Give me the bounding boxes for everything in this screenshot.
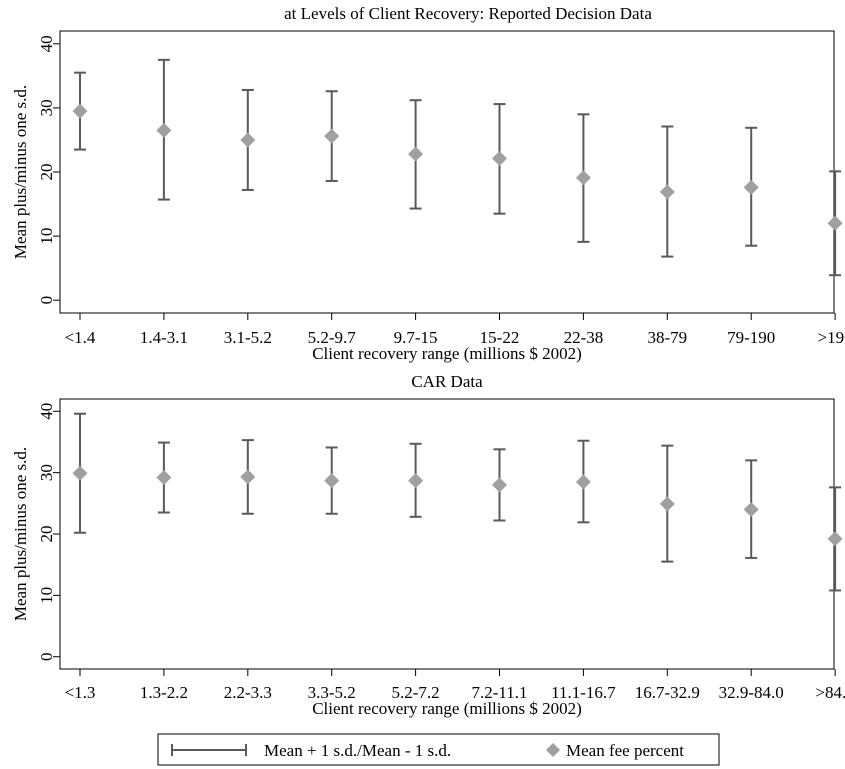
x-tick-label: 9.7-15 xyxy=(394,328,438,347)
mean-marker xyxy=(156,470,172,486)
chart-title: at Levels of Client Recovery: Reported D… xyxy=(284,4,652,23)
x-tick-label: 16.7-32.9 xyxy=(635,683,700,702)
mean-marker xyxy=(659,184,675,200)
y-axis-ticks: 0 10 20 30 40 xyxy=(37,403,60,661)
mean-marker xyxy=(156,122,172,138)
legend-label-mean: Mean fee percent xyxy=(566,741,684,760)
mean-marker xyxy=(492,151,507,167)
x-tick-label: 1.4-3.1 xyxy=(140,328,188,347)
y-tick-label: 40 xyxy=(37,35,56,52)
mean-marker xyxy=(324,473,340,489)
y-axis-label: Mean plus/minus one s.d. xyxy=(11,85,30,259)
mean-marker xyxy=(743,501,759,517)
panel-car-data: CAR Data Mean plus/minus one s.d. Client… xyxy=(11,372,845,718)
y-tick-label: 10 xyxy=(37,228,56,245)
x-tick-label: 32.9-84.0 xyxy=(719,683,784,702)
mean-markers xyxy=(72,465,843,547)
y-tick-label: 0 xyxy=(37,296,56,305)
x-tick-label: 1.3-2.2 xyxy=(140,683,188,702)
y-tick-label: 20 xyxy=(37,526,56,543)
x-tick-label: 38-79 xyxy=(647,328,687,347)
x-tick-label: <1.4 xyxy=(65,328,96,347)
legend: Mean + 1 s.d./Mean - 1 s.d. Mean fee per… xyxy=(157,733,720,766)
legend-box xyxy=(157,733,720,766)
mean-marker xyxy=(492,477,507,493)
mean-marker xyxy=(659,496,675,512)
mean-marker xyxy=(72,103,88,119)
y-tick-label: 20 xyxy=(37,164,56,181)
mean-marker xyxy=(575,170,591,186)
y-tick-label: 30 xyxy=(37,464,56,481)
x-axis-label: Client recovery range (millions $ 2002) xyxy=(312,344,582,363)
panel-reported-decision: at Levels of Client Recovery: Reported D… xyxy=(11,4,845,363)
legend-diamond-symbol xyxy=(546,743,560,757)
x-axis-ticks: <1.3 1.3-2.2 2.2-3.3 3.3-5.2 5.2-7.2 7.2-11.1… xyxy=(65,669,845,702)
y-tick-label: 40 xyxy=(37,403,56,420)
x-axis-label: Client recovery range (millions $ 2002) xyxy=(312,699,582,718)
mean-marker xyxy=(408,473,424,489)
x-tick-label: 79-190 xyxy=(727,328,775,347)
x-tick-label: >84.0 xyxy=(815,683,845,702)
x-tick-label: 3.3-5.2 xyxy=(308,683,356,702)
x-tick-label: 2.2-3.3 xyxy=(224,683,272,702)
y-axis-label: Mean plus/minus one s.d. xyxy=(11,447,30,621)
mean-marker xyxy=(827,215,843,231)
x-tick-label: 22-38 xyxy=(564,328,604,347)
mean-marker xyxy=(240,469,256,485)
x-axis-ticks: <1.4 1.4-3.1 3.1-5.2 5.2-9.7 9.7-15 15-22 22-3… xyxy=(65,313,845,347)
legend-label-range: Mean + 1 s.d./Mean - 1 s.d. xyxy=(264,741,451,760)
x-tick-label: 11.1-16.7 xyxy=(551,683,616,702)
x-tick-label: <1.3 xyxy=(65,683,96,702)
x-tick-label: 5.2-7.2 xyxy=(392,683,440,702)
error-bars xyxy=(74,58,842,277)
mean-marker xyxy=(408,146,424,162)
mean-marker xyxy=(72,465,88,481)
mean-marker xyxy=(743,179,759,195)
plot-frame xyxy=(59,30,835,314)
chart-title: CAR Data xyxy=(411,372,483,391)
y-tick-label: 0 xyxy=(37,652,56,661)
x-tick-label: 15-22 xyxy=(480,328,520,347)
mean-marker xyxy=(324,128,340,144)
x-tick-label: >190 xyxy=(818,328,845,347)
mean-marker xyxy=(575,474,591,490)
y-axis-ticks: 0 10 20 30 40 xyxy=(37,35,60,304)
plot-frame xyxy=(59,398,835,670)
x-tick-label: 7.2-11.1 xyxy=(471,683,527,702)
x-tick-label: 5.2-9.7 xyxy=(308,328,357,347)
legend-range-symbol xyxy=(171,744,247,756)
mean-marker xyxy=(827,531,843,547)
mean-markers xyxy=(72,103,843,231)
x-tick-label: 3.1-5.2 xyxy=(224,328,272,347)
error-bars xyxy=(74,412,842,592)
y-tick-label: 30 xyxy=(37,99,56,116)
mean-marker xyxy=(240,132,256,148)
y-tick-label: 10 xyxy=(37,587,56,604)
